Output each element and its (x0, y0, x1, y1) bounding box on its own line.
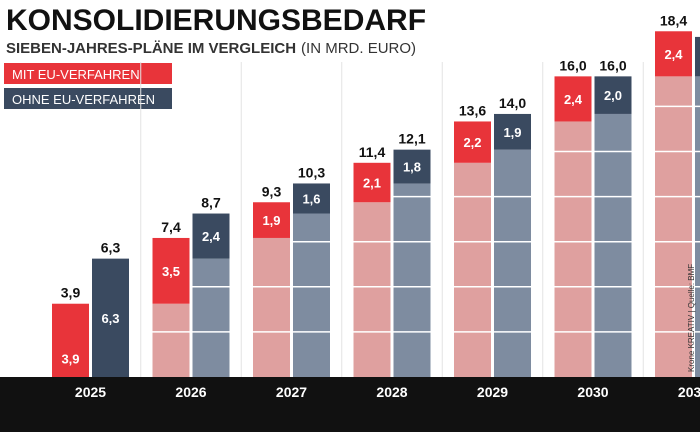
chart-title: KONSOLIDIERUNGSBEDARF (6, 4, 426, 37)
legend-label-mit: MIT EU-VERFAHREN (12, 67, 140, 82)
bar-total-label: 10,3 (298, 164, 325, 180)
bar-increment-label: 3,9 (61, 352, 79, 367)
bar-total-label: 8,7 (201, 195, 221, 211)
bar-base-segment (393, 183, 431, 377)
bar-increment-label: 1,6 (302, 192, 320, 207)
bar-increment-label: 1,9 (262, 213, 280, 228)
chart-subtitle-light: (IN MRD. EURO) (301, 40, 416, 57)
bar-base-segment (594, 113, 632, 378)
bar-increment-segment (192, 213, 230, 259)
bar-total-label: 13,6 (459, 102, 486, 118)
x-axis-band (0, 377, 700, 432)
bar-total-label: 3,9 (61, 285, 81, 301)
bar-base-segment (353, 202, 391, 377)
bar-base-segment (293, 213, 330, 377)
bar-base-segment (494, 149, 531, 377)
bar-total-label: 9,3 (262, 183, 282, 199)
bar-base-segment (192, 258, 230, 377)
x-axis-ticks: 2025 2026 2027 2028 2029 2030 2031 (75, 384, 700, 400)
bars (52, 31, 700, 378)
legend-swatch-ohne (4, 88, 172, 109)
x-tick-label: 2029 (477, 384, 508, 400)
x-tick-label: 2028 (376, 384, 407, 400)
bar-increment-label: 6,3 (101, 311, 119, 326)
bar-increment-label: 1,9 (503, 125, 521, 140)
bar-increment-segment (353, 162, 391, 203)
bar-base-segment (695, 76, 700, 378)
bar-total-label: 6,3 (101, 240, 121, 256)
bar-base-segment (655, 76, 692, 378)
x-tick-label: 2027 (276, 384, 307, 400)
bar-total-label: 12,1 (398, 131, 425, 147)
bar-increment-label: 2,4 (202, 229, 221, 244)
chart-subtitle: SIEBEN-JAHRES-PLÄNE IM VERGLEICH (IN MRD.… (6, 40, 416, 57)
bar-increment-segment (393, 149, 431, 184)
x-tick-label: 2031 (678, 384, 700, 400)
bar-increment-segment (655, 31, 692, 77)
legend: MIT EU-VERFAHREN OHNE EU-VERFAHREN (4, 63, 172, 109)
bar-increment-segment (293, 183, 330, 214)
source-note: Krone KREATIV | Quelle: BMF (687, 264, 696, 372)
bar-base-segment (454, 162, 491, 377)
column-dividers (140, 62, 644, 377)
bar-increment-segment (594, 76, 632, 114)
bar-total-label: 11,4 (359, 144, 386, 160)
bar-total-label: 14,0 (499, 95, 526, 111)
bar-increment-label: 2,4 (664, 47, 683, 62)
bar-increment-segment (253, 202, 290, 238)
x-tick-label: 2025 (75, 384, 106, 400)
bar-total-label: 7,4 (161, 219, 181, 235)
bar-increment-label: 2,1 (363, 176, 381, 191)
bar-increment-label: 2,0 (604, 88, 622, 103)
bar-increment-segment (454, 121, 491, 163)
bar-increment-segment (695, 36, 700, 77)
chart-subtitle-bold: SIEBEN-JAHRES-PLÄNE IM VERGLEICH (6, 40, 296, 57)
bar-increment-segment (554, 76, 592, 122)
bar-increment-label: 2,2 (463, 135, 481, 150)
value-labels: 3,9 3,9 6,3 6,3 3,5 7,4 2,4 8,7 1,9 9,3 1,6 10,3 2,1… (61, 12, 700, 366)
bar-increment-label: 3,5 (162, 264, 180, 279)
bar-total-label: 18,4 (660, 12, 687, 28)
bar-increment-segment (92, 258, 129, 377)
bar-increment-label: 1,8 (403, 160, 421, 175)
legend-swatch-mit (4, 63, 172, 84)
bar-increment-segment (152, 237, 190, 304)
bar-increment-segment (52, 303, 89, 377)
x-tick-label: 2030 (577, 384, 608, 400)
bar-increment-segment (494, 113, 531, 150)
bar-base-segment (554, 121, 592, 377)
bar-increment-label: 2,4 (564, 92, 583, 107)
x-tick-label: 2026 (175, 384, 206, 400)
bar-total-label: 16,0 (599, 57, 626, 73)
bar-base-segment (253, 237, 290, 377)
legend-label-ohne: OHNE EU-VERFAHREN (12, 92, 155, 107)
bar-base-segment (152, 303, 190, 377)
bar-total-label: 16,0 (559, 57, 586, 73)
